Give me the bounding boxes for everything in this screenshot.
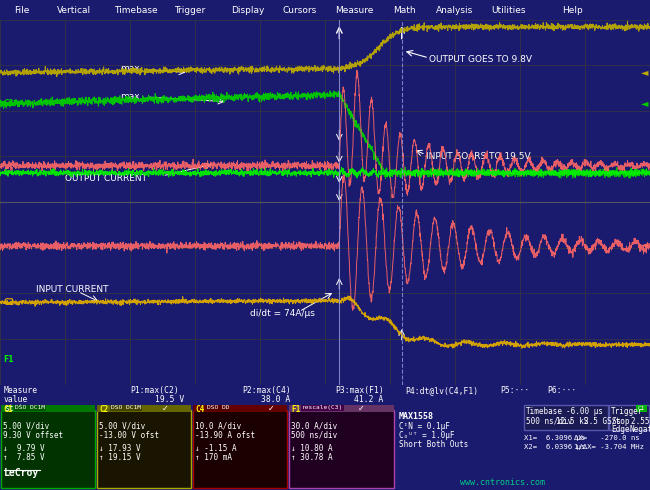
Text: ↑  7.85 V: ↑ 7.85 V bbox=[3, 453, 45, 462]
Text: P2:max(C4): P2:max(C4) bbox=[242, 386, 291, 394]
Text: Utilities: Utilities bbox=[491, 6, 525, 15]
Text: P3:max(F1): P3:max(F1) bbox=[335, 386, 384, 394]
Text: C2: C2 bbox=[99, 405, 109, 414]
Text: max: max bbox=[120, 92, 140, 101]
Text: 38.0 A: 38.0 A bbox=[261, 394, 291, 404]
Text: Cursors: Cursors bbox=[283, 6, 317, 15]
Text: 10.0 A/div: 10.0 A/div bbox=[195, 422, 241, 431]
Text: Display: Display bbox=[231, 6, 264, 15]
Text: 41.2 A: 41.2 A bbox=[354, 394, 383, 404]
Bar bbox=[1, 405, 95, 412]
Text: Stop: Stop bbox=[611, 417, 629, 426]
Text: ↓  9.79 V: ↓ 9.79 V bbox=[3, 444, 45, 453]
Text: max: max bbox=[120, 64, 140, 74]
Text: -6.00 μs: -6.00 μs bbox=[566, 407, 603, 416]
Text: Measure: Measure bbox=[4, 386, 38, 394]
Text: C1: C1 bbox=[3, 99, 14, 108]
Text: ↓ 10.80 A: ↓ 10.80 A bbox=[291, 444, 333, 453]
Text: Trigger: Trigger bbox=[174, 6, 205, 15]
Text: OUTPUT CURRENT: OUTPUT CURRENT bbox=[65, 174, 147, 183]
Text: Math: Math bbox=[393, 6, 416, 15]
Text: -13.00 V ofst: -13.00 V ofst bbox=[99, 431, 159, 440]
Text: ◄: ◄ bbox=[641, 239, 649, 249]
Text: DSO DC1M: DSO DC1M bbox=[15, 405, 45, 410]
Text: C1: C1 bbox=[637, 406, 645, 411]
Text: P5:···: P5:··· bbox=[500, 386, 529, 394]
Text: Analysis: Analysis bbox=[436, 6, 473, 15]
Text: Timebase: Timebase bbox=[114, 6, 157, 15]
Text: ΔX=   -270.0 ns: ΔX= -270.0 ns bbox=[574, 435, 640, 441]
Text: F1: F1 bbox=[3, 355, 14, 364]
Text: Cₒᵁᵀ = 1.0μF: Cₒᵁᵀ = 1.0μF bbox=[399, 431, 454, 440]
Text: ✓: ✓ bbox=[162, 404, 169, 413]
Text: DSO DD: DSO DD bbox=[207, 405, 229, 410]
Text: C2: C2 bbox=[3, 298, 14, 307]
Text: Short Both Outs: Short Both Outs bbox=[399, 440, 469, 449]
Text: C1: C1 bbox=[3, 405, 12, 414]
Text: ◄: ◄ bbox=[641, 98, 649, 109]
Text: ↑ 19.15 V: ↑ 19.15 V bbox=[99, 453, 140, 462]
Text: Help: Help bbox=[562, 6, 583, 15]
Text: 2.55 V: 2.55 V bbox=[631, 417, 650, 426]
Text: status: status bbox=[4, 404, 33, 413]
Bar bbox=[636, 405, 646, 411]
Text: C4: C4 bbox=[195, 405, 204, 414]
Text: F1: F1 bbox=[291, 405, 300, 414]
Text: CᴵN = 0.1μF: CᴵN = 0.1μF bbox=[399, 422, 450, 431]
Text: 19.5 V: 19.5 V bbox=[155, 394, 184, 404]
Bar bbox=[1, 410, 95, 488]
Bar bbox=[97, 410, 191, 488]
Text: 9.30 V offset: 9.30 V offset bbox=[3, 431, 63, 440]
Bar bbox=[524, 405, 608, 430]
Text: OUTPUT GOES TO 9.8V: OUTPUT GOES TO 9.8V bbox=[429, 55, 532, 64]
Text: LeCroy: LeCroy bbox=[4, 468, 39, 478]
Text: rescale(C3): rescale(C3) bbox=[302, 405, 343, 410]
Text: X1=  6.3096 μs: X1= 6.3096 μs bbox=[524, 435, 585, 441]
Bar bbox=[289, 405, 394, 412]
Bar bbox=[289, 410, 394, 488]
Text: 5.00 V/div: 5.00 V/div bbox=[99, 422, 145, 431]
Text: INPUT SOARS TO 19.5V: INPUT SOARS TO 19.5V bbox=[426, 152, 530, 161]
Text: Timebase: Timebase bbox=[526, 407, 563, 416]
Text: MAX1558: MAX1558 bbox=[399, 412, 434, 421]
Text: value: value bbox=[4, 394, 29, 404]
Text: ◄: ◄ bbox=[641, 68, 649, 77]
Text: P1:max(C2): P1:max(C2) bbox=[130, 386, 179, 394]
Text: www.cntronics.com: www.cntronics.com bbox=[460, 478, 545, 487]
Text: File: File bbox=[14, 6, 30, 15]
Text: 500 ns/div: 500 ns/div bbox=[526, 417, 572, 426]
Text: -13.90 A ofst: -13.90 A ofst bbox=[195, 431, 255, 440]
Text: Negative: Negative bbox=[630, 425, 650, 434]
Text: 2.5 GS/s: 2.5 GS/s bbox=[584, 417, 621, 426]
Text: Edge: Edge bbox=[611, 425, 629, 434]
Text: 5.00 V/div: 5.00 V/div bbox=[3, 422, 49, 431]
Text: INPUT CURRENT: INPUT CURRENT bbox=[36, 285, 109, 294]
Bar bbox=[193, 410, 287, 488]
Text: P4:dt@lv(C4,F1): P4:dt@lv(C4,F1) bbox=[405, 386, 478, 394]
Bar bbox=[97, 405, 191, 412]
Text: ↑ 170 mA: ↑ 170 mA bbox=[195, 453, 232, 462]
Text: ↓ -1.15 A: ↓ -1.15 A bbox=[195, 444, 237, 453]
Text: 500 ns/div: 500 ns/div bbox=[291, 431, 337, 440]
Text: Trigger: Trigger bbox=[611, 407, 644, 416]
Text: 12.5 kS: 12.5 kS bbox=[556, 417, 588, 426]
Text: ↓ 17.93 V: ↓ 17.93 V bbox=[99, 444, 140, 453]
Text: X2=  6.0396 μs: X2= 6.0396 μs bbox=[524, 444, 585, 450]
Text: ✓: ✓ bbox=[358, 404, 365, 413]
Text: Vertical: Vertical bbox=[57, 6, 91, 15]
Text: DSO DC1M: DSO DC1M bbox=[111, 405, 141, 410]
Text: ↑ 30.78 A: ↑ 30.78 A bbox=[291, 453, 333, 462]
Text: ✓: ✓ bbox=[268, 404, 275, 413]
Bar bbox=[609, 405, 649, 430]
Text: 30.0 A/div: 30.0 A/div bbox=[291, 422, 337, 431]
Text: P6:···: P6:··· bbox=[547, 386, 577, 394]
Text: C4: C4 bbox=[3, 167, 14, 175]
Text: 1/ΔX= -3.704 MHz: 1/ΔX= -3.704 MHz bbox=[574, 444, 644, 450]
Text: di/dt = 74A/μs: di/dt = 74A/μs bbox=[250, 309, 315, 318]
Bar bbox=[193, 405, 287, 412]
Text: Measure: Measure bbox=[335, 6, 373, 15]
